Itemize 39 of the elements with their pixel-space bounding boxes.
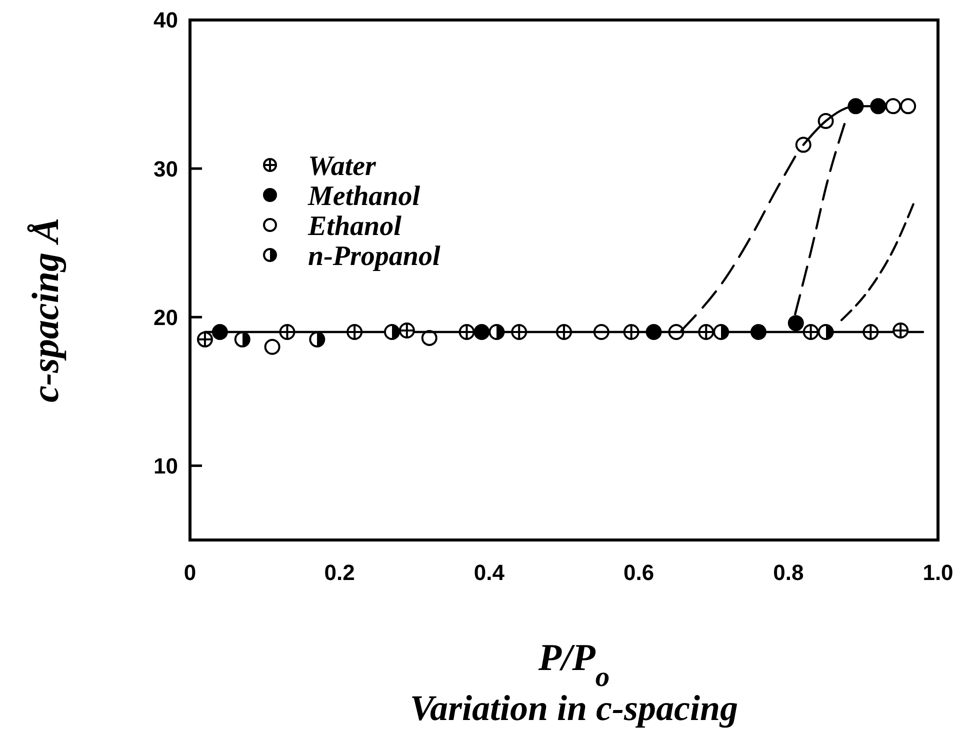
point [234, 331, 250, 348]
y-tick-label: 30 [154, 156, 178, 182]
point [346, 324, 363, 340]
x-tick-label: 0.2 [324, 560, 355, 585]
point [795, 136, 812, 153]
y-tick-label: 10 [154, 453, 178, 478]
y-axis-title: c-spacing Å [25, 218, 67, 402]
legend-label: Methanol [307, 180, 420, 212]
x-tick-label: 0.4 [474, 560, 506, 585]
point [556, 324, 572, 340]
point [870, 98, 886, 114]
point [848, 98, 864, 114]
point [900, 98, 916, 114]
y-tick-label: 20 [154, 304, 178, 330]
point [309, 331, 326, 348]
point [488, 324, 505, 340]
point [818, 113, 834, 130]
point [593, 324, 610, 340]
x-tick-label: 1.0 [922, 560, 954, 585]
point [212, 324, 228, 340]
point [384, 324, 400, 340]
x-tick-label: 0.6 [624, 560, 654, 585]
point [788, 315, 804, 332]
point [264, 338, 280, 355]
y-tick-label: 40 [154, 8, 178, 33]
point [474, 324, 490, 340]
x-tick-label: 0 [184, 560, 196, 585]
point [818, 324, 834, 340]
point [421, 330, 438, 346]
legend-label: Water [308, 150, 378, 182]
line-series [840, 203, 914, 322]
x-tick-label: 0.8 [773, 560, 804, 585]
legend-label: n-Propanol [308, 240, 440, 272]
point [885, 98, 902, 114]
point [750, 324, 766, 340]
legend-label: Ethanol [307, 210, 402, 242]
point [668, 324, 684, 340]
point [713, 324, 730, 340]
point [646, 324, 662, 340]
